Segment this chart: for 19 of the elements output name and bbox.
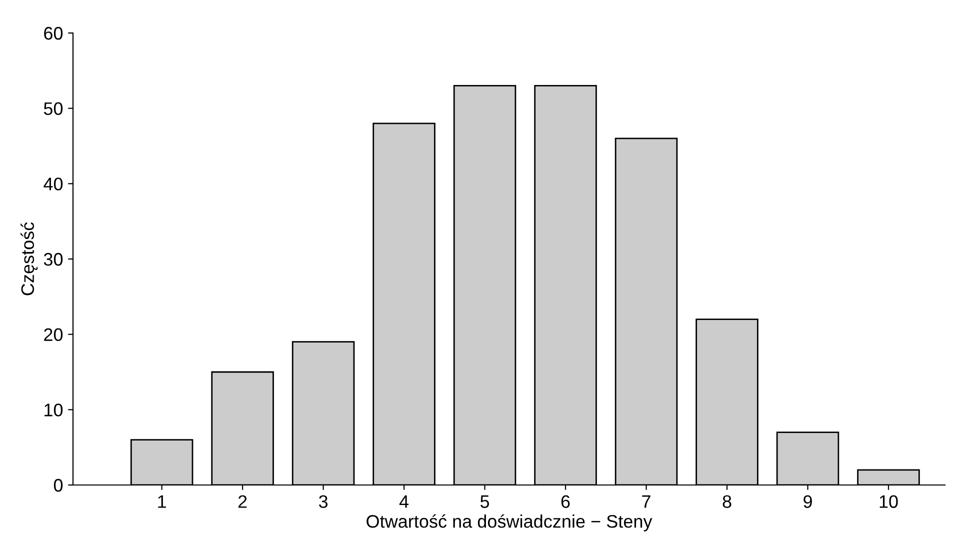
x-tick-label: 9 [804, 495, 812, 508]
x-tick-label: 3 [318, 495, 328, 508]
x-tick-label: 6 [561, 495, 570, 508]
x-tick-label: 8 [722, 495, 732, 508]
x-tick-label: 5 [480, 495, 490, 508]
x-axis-title: Otwartość na doświadcznie − Steny [366, 514, 652, 532]
y-tick-label: 0 [54, 478, 63, 492]
y-tick-label: 50 [44, 102, 63, 116]
y-tick-label: 60 [44, 26, 63, 40]
x-tick-label: 4 [399, 495, 409, 508]
x-tick-label: 2 [238, 495, 247, 508]
x-tick-label: 7 [642, 495, 650, 508]
x-tick-label: 10 [880, 495, 898, 508]
y-tick-label: 10 [44, 404, 63, 416]
y-tick-label: 40 [44, 178, 63, 190]
y-tick-label: 20 [44, 328, 63, 342]
y-axis-title: Częstość [20, 222, 38, 296]
x-tick-label: 1 [158, 495, 166, 508]
y-tick-label: 30 [44, 252, 63, 266]
